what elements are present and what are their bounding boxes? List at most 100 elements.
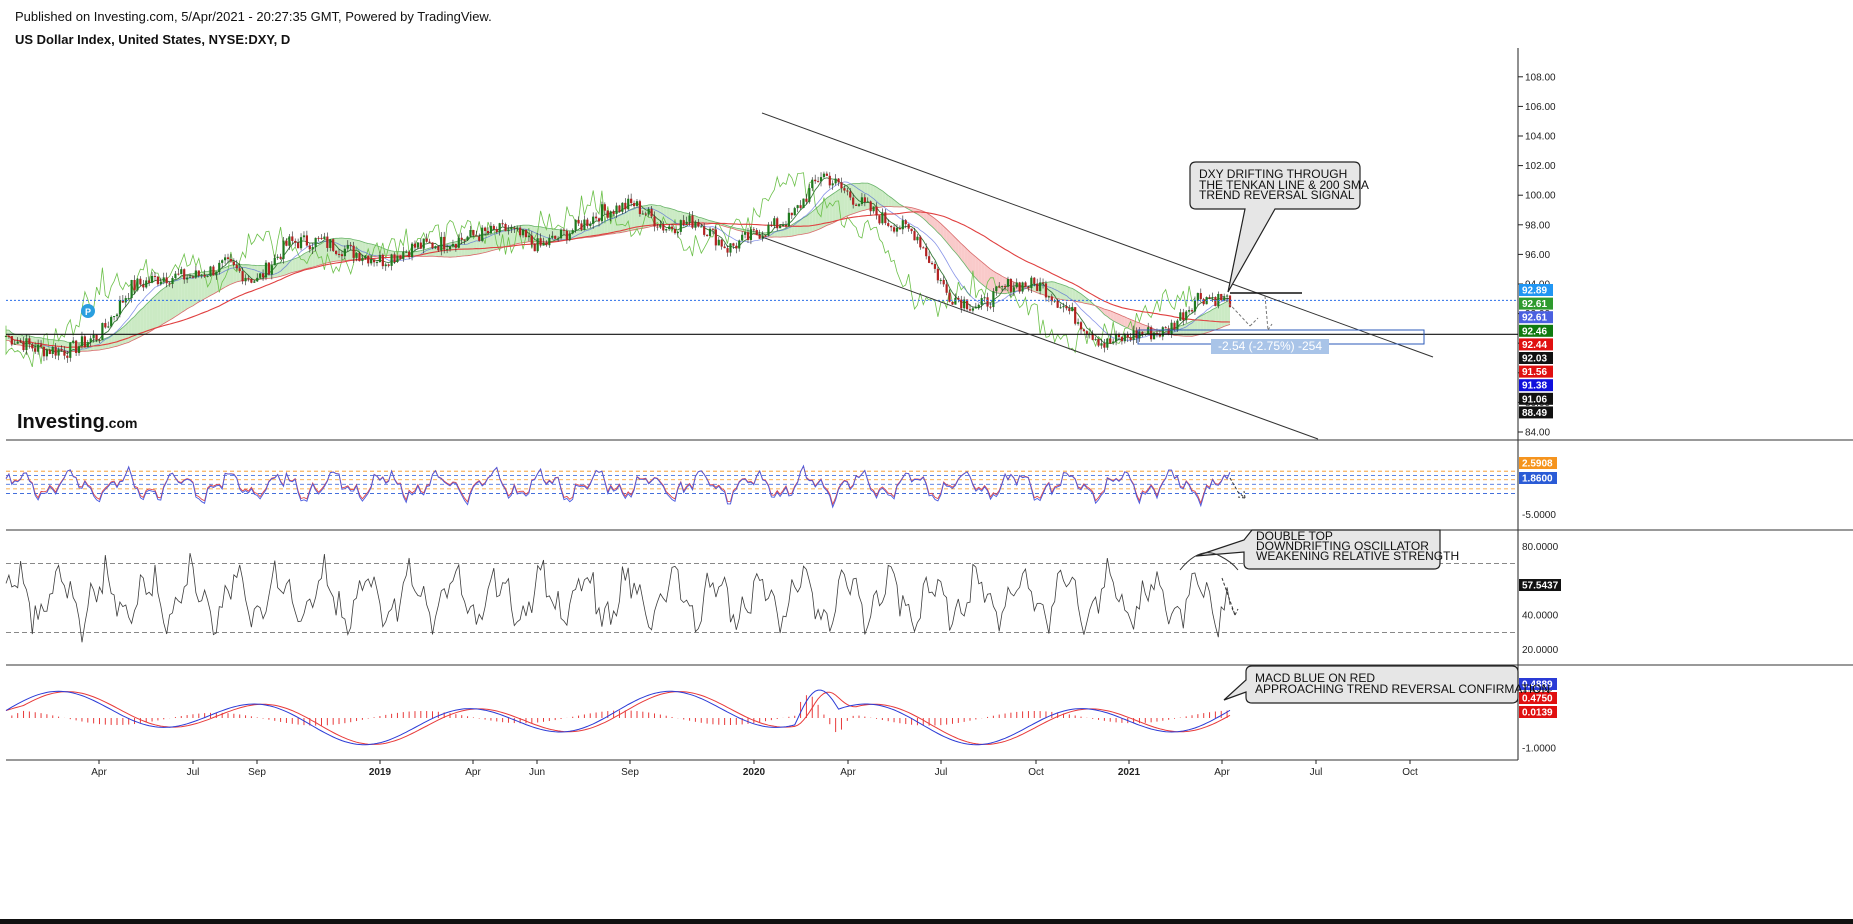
candle-body [121,300,124,303]
candle-body [1196,293,1199,301]
date-tick-label: 2019 [369,767,392,778]
cloud-segment [972,254,976,279]
candle-body [939,279,942,281]
cloud-segment [958,240,962,260]
candle-body [901,220,904,230]
candle-body [346,244,349,249]
candle-body [422,238,425,249]
candle-body [831,183,834,186]
svg-text:APPROACHING TREND REVERSAL CON: APPROACHING TREND REVERSAL CONFIRMATION [1255,682,1550,696]
candle-body [773,218,776,226]
candle-body [253,281,256,283]
cloud-segment [64,341,68,352]
cloud-segment [537,226,541,242]
cloud-segment [949,231,953,250]
candle-body [364,255,367,259]
candle-body [1053,300,1056,302]
candle-body [335,250,338,254]
cloud-segment [1194,317,1198,336]
price-badge [1519,297,1553,310]
candle-body [150,275,154,283]
candle-body [7,335,11,337]
candle-body [668,226,671,230]
candle-body [1085,331,1088,334]
cloud-segment [631,208,635,231]
candle-body [387,264,390,266]
cloud-segment [210,270,214,296]
candle-body [568,233,571,241]
candle-body [110,316,113,327]
price-tick-label: 96.00 [1525,250,1550,261]
candle-body [776,218,779,229]
candle-body [510,227,513,230]
candle-body [708,228,712,236]
candle-body [630,198,633,204]
candle-body [887,223,890,226]
candle-body [1097,339,1100,346]
cloud-segment [1101,307,1105,315]
osc1-tick-label: -5.0000 [1522,510,1556,521]
cloud-segment [987,266,991,291]
cloud-segment [978,259,982,284]
candle-body [682,220,685,225]
candle-body [960,299,963,309]
candle-body [647,208,650,215]
candle-body [846,190,849,192]
candle-body [349,244,352,246]
cloud-segment [622,212,626,233]
price-badge-label: 91.56 [1522,367,1547,378]
osc1-badge [1519,457,1557,469]
candle-body [77,346,81,353]
cloud-segment [896,202,900,208]
candle-body [1225,295,1229,297]
candle-body [1164,327,1167,329]
candle-body [410,243,414,258]
date-tick-label: Jul [187,767,200,778]
candle-body [1141,332,1144,335]
cloud-segment [780,229,784,238]
candle-body [971,308,975,311]
candle-body [1152,332,1156,340]
cloud-segment [301,253,304,271]
candle-body [419,242,422,249]
cloud-segment [1218,304,1222,329]
pivot-marker[interactable] [81,304,95,318]
candle-body [507,229,510,232]
candle-body [428,241,431,243]
cloud-segment [1192,319,1195,337]
candle-body [799,205,802,208]
candle-body [13,343,16,345]
candle-body [592,216,595,224]
cloud-segment [937,221,941,236]
price-badge [1519,365,1553,378]
candle-body [212,266,215,276]
cloud-segment [295,257,299,272]
cloud-segment [669,208,673,225]
candle-body [738,240,741,249]
candle-body [276,256,279,258]
candle-body [314,237,317,248]
cloud-segment [222,267,226,289]
candle-body [673,228,677,234]
cloud-segment [6,330,9,341]
cloud-segment [575,230,579,239]
candle-body [171,278,174,284]
oscillator-1-pane: -5.0000 2.5908 1.8600 [5,457,1557,521]
candle-body [811,179,814,189]
candle-body [822,173,826,178]
candle-body [717,239,720,246]
candle-body [621,202,624,212]
candle-body [1015,282,1018,288]
candle-body [606,210,609,218]
price-tick-label: 100.00 [1525,191,1556,202]
price-badge-label: 92.61 [1522,313,1547,324]
candle-body [1079,322,1083,330]
candle-body [957,297,960,300]
candle-body [942,279,945,285]
macd-badge-label: 0.4889 [1522,680,1553,691]
candle-body [562,229,566,231]
cloud-segment [166,284,170,322]
candle-body [51,347,54,355]
cloud-segment [967,249,971,272]
